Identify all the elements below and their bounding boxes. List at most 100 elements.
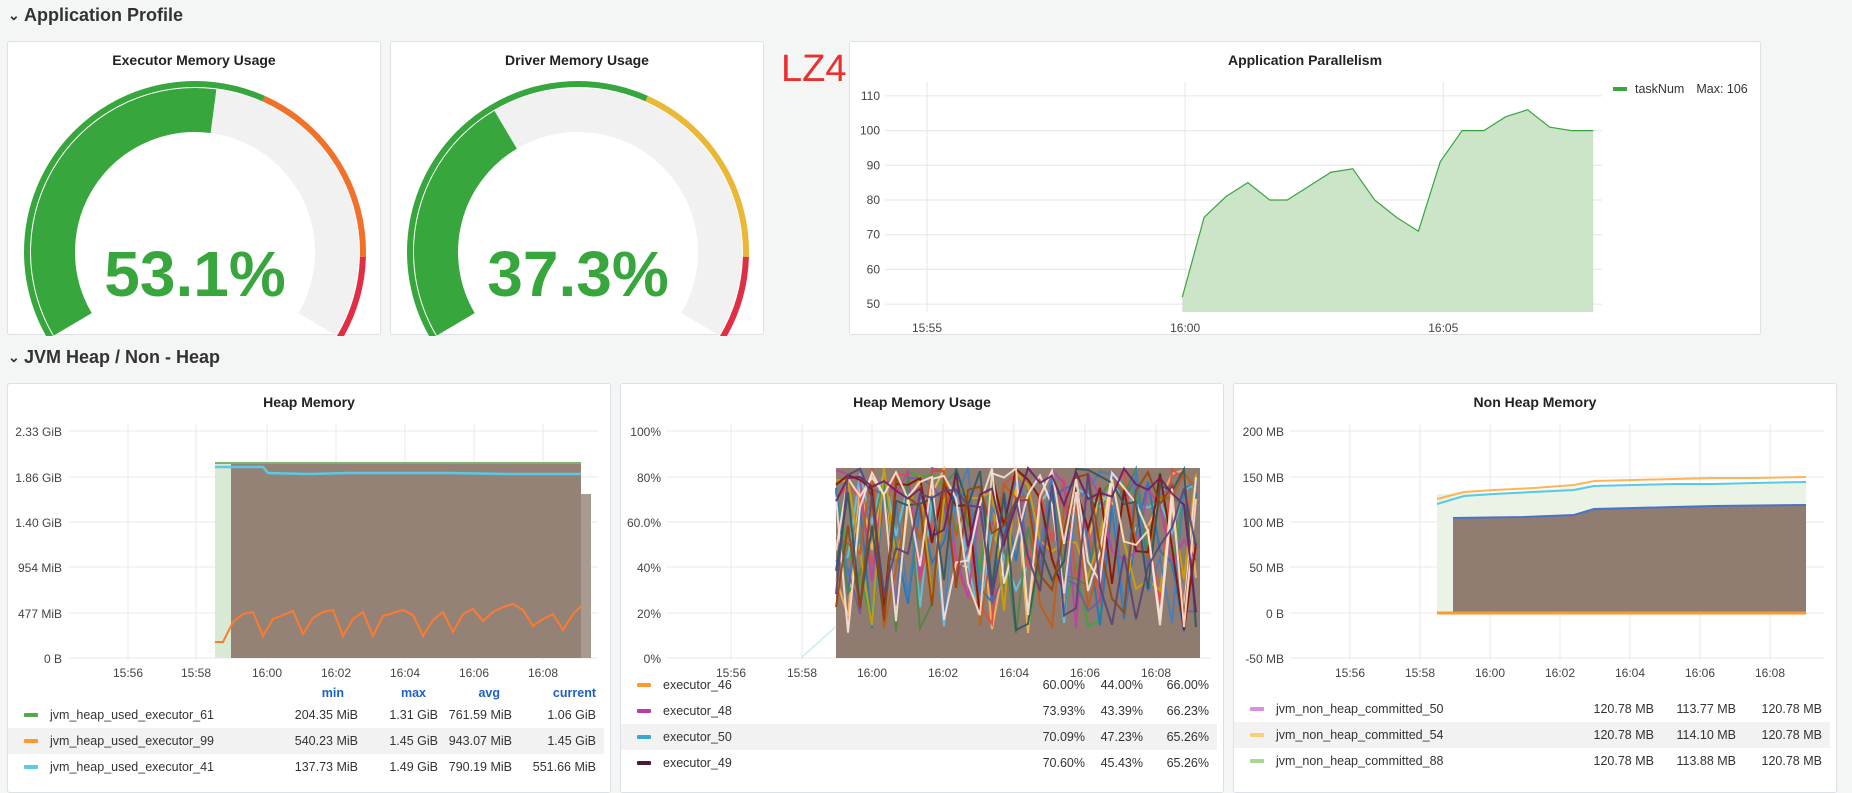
value-a: 73.93% [1042,704,1085,718]
series-line [800,625,837,659]
x-tick: 16:02 [321,666,351,680]
x-tick: 16:04 [1615,666,1645,680]
value-b: 47.23% [1100,730,1143,744]
legend-row[interactable]: jvm_heap_used_executor_61 204.35 MiB 1.31 … [8,702,604,728]
legend-swatch [637,761,651,765]
x-tick: 16:06 [1685,666,1715,680]
column-header-avg[interactable]: avg [478,686,500,700]
gauge-chart: 37.3% [407,81,749,336]
gauge-threshold-band [24,81,265,336]
column-header-current[interactable]: current [552,686,596,700]
legend-row[interactable]: executor_49 70.60% 45.43% 65.26% [621,750,1217,776]
value-current: 1.06 GiB [547,708,596,722]
y-tick: 150 MB [1243,471,1284,485]
y-tick: 0 B [1266,607,1284,621]
x-tick: 15:56 [1335,666,1365,680]
series-name: jvm_non_heap_committed_50 [1276,702,1444,716]
non-heap-memory-chart: 200 MB 150 MB 100 MB 50 MB 0 B -50 MB 15… [1243,424,1824,680]
heap-usage-legend-table: executor_46 60.00% 44.00% 66.00% executor_48… [621,678,1217,792]
legend-row[interactable]: executor_50 70.09% 47.23% 65.26% [621,724,1217,750]
series-line [835,467,1197,626]
series-area [1453,505,1806,613]
legend-row[interactable]: executor_48 73.93% 43.39% 66.23% [621,698,1217,724]
row-title: Application Profile [24,5,184,25]
series-line [835,466,1197,628]
row-header-application-profile[interactable]: ⌄ Application Profile [8,5,183,26]
x-tick: 16:00 [1475,666,1505,680]
heap-memory-panel[interactable]: Heap Memory 2.33 GiB 1.86 GiB 1.40 GiB 9… [7,383,611,793]
y-tick-label: 80 [867,193,881,207]
value-current: 1.45 GiB [547,734,596,748]
legend-row[interactable]: jvm_non_heap_committed_54 120.78 MB 114.10… [1234,722,1830,748]
y-tick-label: 110 [861,89,880,103]
y-tick: 477 MiB [18,607,62,621]
series-area [231,463,581,658]
value-b: 43.39% [1100,704,1143,718]
value-min: 204.35 MiB [294,708,358,722]
y-tick: 0 B [44,652,62,666]
heap-usage-chart: 100% 80% 60.0% 40% 20% 0% 15:56 15:58 16… [627,424,1211,680]
y-tick: 50 MB [1249,561,1284,575]
value-c: 66.23% [1166,704,1209,718]
series-line [1181,109,1594,298]
y-tick: 100% [630,425,661,439]
value-avg: 761.59 MiB [448,708,512,722]
panel-title: Heap Memory [263,394,355,410]
value-a: 70.09% [1042,730,1085,744]
y-tick: 1.86 GiB [15,471,62,485]
gauge-threshold-band [337,256,366,336]
panel-title: Heap Memory Usage [853,394,991,410]
series-line [835,465,1197,634]
series-line [1436,481,1807,505]
panel-title: Non Heap Memory [1473,394,1597,410]
x-tick: 16:04 [999,666,1029,680]
legend-swatch [24,739,38,743]
legend-item-tasknum[interactable]: taskNum Max: 106 [1613,82,1748,96]
legend-row[interactable]: jvm_heap_used_executor_99 540.23 MiB 1.45 … [8,728,604,754]
heap-memory-chart: 2.33 GiB 1.86 GiB 1.40 GiB 954 MiB 477 M… [15,424,598,680]
legend-row[interactable]: jvm_heap_used_executor_41 137.73 MiB 1.49 … [8,754,604,780]
value-a: 120.78 MB [1593,702,1654,716]
column-header-max[interactable]: max [400,686,426,700]
y-tick: 40% [637,561,661,575]
value-c: 66.00% [1166,678,1209,692]
heap-memory-usage-panel[interactable]: Heap Memory Usage 100% 80% 60.0% 40% 20%… [620,383,1224,793]
value-b: 114.10 MB [1676,728,1736,742]
x-tick: 16:00 [252,666,282,680]
y-tick: 2.33 GiB [15,425,62,439]
value-avg: 943.07 MiB [448,734,512,748]
y-tick: 200 MB [1243,425,1284,439]
series-name: jvm_heap_used_executor_99 [50,734,215,748]
row-header-jvm[interactable]: ⌄ JVM Heap / Non - Heap [8,347,220,368]
legend-swatch [637,683,651,687]
row-title: JVM Heap / Non - Heap [24,347,221,367]
value-c: 65.26% [1166,756,1209,770]
value-avg: 790.19 MiB [448,760,512,774]
series-line [835,465,1197,632]
value-c: 120.78 MB [1761,754,1822,768]
value-b: 113.77 MB [1676,702,1736,716]
gauge-threshold-band [262,95,366,257]
non-heap-memory-panel[interactable]: Non Heap Memory 200 MB 150 MB 100 MB 50 … [1233,383,1837,793]
value-max: 1.45 GiB [389,734,438,748]
legend-row[interactable]: jvm_non_heap_committed_50 120.78 MB 113.77… [1234,696,1830,722]
x-tick-label: 16:05 [1428,321,1458,335]
series-area [215,463,231,658]
legend-row[interactable]: executor_46 60.00% 44.00% 66.00% [621,672,1217,698]
x-tick: 15:58 [181,666,211,680]
application-parallelism-panel[interactable]: Application Parallelism 50 60 70 80 90 100 110… [849,41,1761,335]
series-area [581,494,591,658]
legend-row[interactable]: jvm_non_heap_committed_88 120.78 MB 113.88… [1234,748,1830,774]
driver-memory-gauge-panel[interactable]: Driver Memory Usage 37.3% [390,41,764,336]
series-name: jvm_heap_used_executor_61 [50,708,215,722]
value-b: 45.43% [1100,756,1143,770]
x-tick-label: 15:55 [912,321,942,335]
legend-swatch [24,765,38,769]
column-header-min[interactable]: min [321,686,344,700]
x-tick: 15:58 [1405,666,1435,680]
value-b: 44.00% [1100,678,1143,692]
legend-max: Max: 106 [1696,82,1748,96]
chevron-down-icon: ⌄ [8,7,20,23]
executor-memory-gauge-panel[interactable]: Executor Memory Usage 53.1% [7,41,381,336]
value-min: 540.23 MiB [294,734,358,748]
